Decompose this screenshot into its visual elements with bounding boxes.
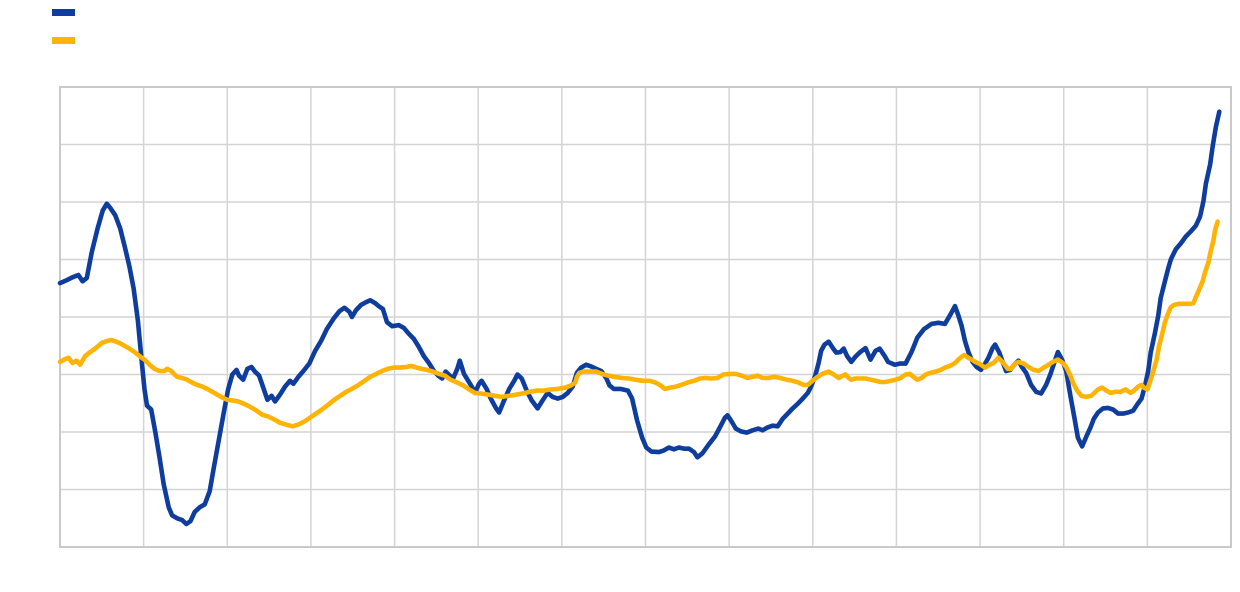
legend-item-series1 <box>52 6 85 19</box>
data-series <box>57 109 1222 527</box>
grid-lines <box>59 86 1232 548</box>
plot-border <box>59 86 1232 548</box>
series1-legend-swatch <box>52 9 75 16</box>
legend <box>52 6 85 47</box>
legend-item-series2 <box>52 34 85 47</box>
series-2-line <box>57 219 1220 429</box>
series-1-line <box>57 109 1222 527</box>
series2-legend-swatch <box>52 37 75 44</box>
